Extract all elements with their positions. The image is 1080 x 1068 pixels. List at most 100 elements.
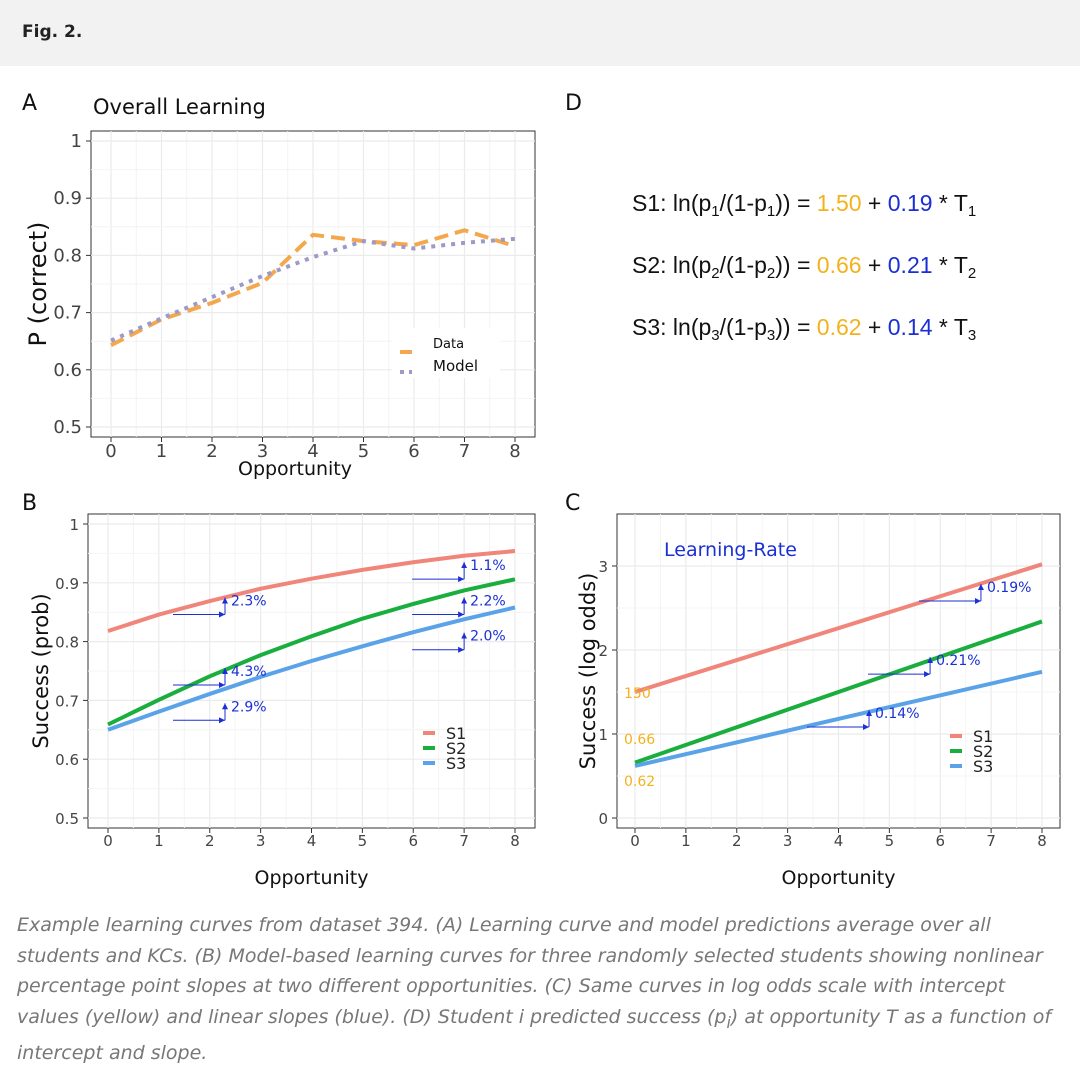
- panel-c-chart: 0 1 2 3 4 5 6 7 8 0 1 2 3 Opportunity Success (log odd…: [576, 513, 1061, 889]
- legend-label-model: Model: [433, 357, 478, 375]
- series-line-s2: [107, 577, 516, 727]
- eq-text: S2: ln(p: [632, 252, 712, 278]
- equation-s1: S1: ln(p1/(1-p1)) = 1.50 + 0.19 * T1: [632, 190, 976, 252]
- x-tick-label: 7: [459, 832, 469, 850]
- slope-label: 2.3%: [231, 593, 267, 609]
- x-tick-label: 6: [408, 832, 418, 850]
- legend-label-s2: S2: [446, 739, 466, 758]
- eq-slope: 0.19: [887, 190, 933, 216]
- x-tick-label: 8: [1037, 832, 1047, 850]
- series-line-s1: [107, 549, 516, 633]
- panel-a-letter: A: [22, 91, 37, 116]
- intercept-label: 150: [624, 686, 651, 702]
- y-tick-label: 0.6: [55, 751, 79, 769]
- x-tick-label: 3: [256, 832, 266, 850]
- figure-canvas: A Overall Learning B C D 0 1 2 3 4 5 6 7 8 0.5 0.6…: [22, 91, 1061, 889]
- eq-text: /(1-p: [719, 190, 767, 216]
- x-tick-label: 4: [307, 832, 317, 850]
- panel-d-equations: S1: ln(p1/(1-p1)) = 1.50 + 0.19 * T1 S2:…: [632, 190, 976, 376]
- x-tick-label: 0: [630, 832, 640, 850]
- x-tick-label: 1: [681, 832, 691, 850]
- eq-sub: 2: [766, 265, 776, 282]
- eq-text: /(1-p: [719, 314, 767, 340]
- y-tick-label: 0.7: [53, 303, 82, 324]
- panel-c-title: Learning-Rate: [664, 539, 797, 561]
- eq-sub: 1: [766, 203, 776, 220]
- series-line-model: [110, 236, 516, 343]
- legend-label-data: Data: [433, 337, 464, 352]
- eq-text: * T: [932, 252, 968, 278]
- y-tick-label: 3: [598, 558, 608, 576]
- eq-intercept: 0.62: [816, 314, 862, 340]
- eq-text: )) =: [775, 314, 817, 340]
- y-tick-label: 1: [598, 726, 608, 744]
- eq-text: +: [861, 314, 888, 340]
- legend-label-s1: S1: [973, 727, 993, 746]
- x-tick-label: 2: [206, 441, 217, 462]
- series-line-s1: [634, 562, 1043, 694]
- series-line-s3: [107, 605, 516, 732]
- panel-a-title: Overall Learning: [93, 95, 266, 119]
- eq-slope: 0.14: [887, 314, 933, 340]
- x-tick-label: 6: [408, 441, 419, 462]
- y-axis-title: Success (log odds): [576, 573, 600, 770]
- y-tick-label: 0.8: [55, 634, 79, 652]
- eq-text: * T: [932, 190, 968, 216]
- eq-text: +: [861, 252, 888, 278]
- y-tick-label: 1: [69, 516, 79, 534]
- slope-label: 4.3%: [231, 664, 267, 680]
- y-tick-label: 0.9: [53, 188, 82, 209]
- eq-intercept: 1.50: [816, 190, 862, 216]
- panel-d-letter: D: [565, 91, 582, 116]
- slope-label: 2.2%: [470, 593, 506, 609]
- panel-a-chart: 0 1 2 3 4 5 6 7 8 0.5 0.6 0.7 0.8 0.9 1 Opportunity P (c…: [24, 130, 536, 480]
- x-tick-label: 5: [358, 441, 369, 462]
- x-tick-label: 6: [935, 832, 945, 850]
- slope-label: 2.9%: [231, 699, 267, 715]
- x-tick-label: 1: [154, 832, 164, 850]
- panel-b-chart: 0 1 2 3 4 5 6 7 8 0.5 0.6 0.7 0.8 0.9 1 Opportunity Succ…: [29, 513, 536, 889]
- series-line-data: [110, 228, 516, 347]
- eq-sub: 3: [766, 327, 776, 344]
- y-tick-label: 0.8: [53, 245, 82, 266]
- y-tick-label: 0.5: [53, 417, 82, 438]
- figure-caption: Example learning curves from dataset 394…: [17, 910, 1067, 1068]
- eq-text: )) =: [775, 190, 817, 216]
- y-tick-label: 0.9: [55, 575, 79, 593]
- y-tick-label: 0.5: [55, 810, 79, 828]
- x-axis-title: Opportunity: [238, 458, 352, 480]
- eq-slope: 0.21: [887, 252, 933, 278]
- figure: A Overall Learning B C D 0 1 2 3 4 5 6 7 8 0.5 0.6…: [0, 66, 1080, 908]
- x-tick-label: 0: [103, 832, 113, 850]
- series-line-s2: [634, 619, 1043, 765]
- eq-sub: 1: [967, 203, 977, 220]
- x-tick-label: 4: [834, 832, 844, 850]
- figure-label: Fig. 2.: [22, 22, 83, 42]
- y-tick-label: 2: [598, 642, 608, 660]
- x-axis-title: Opportunity: [254, 867, 368, 889]
- intercept-label: 0.66: [624, 732, 655, 748]
- caption-text: Example learning curves from dataset 394…: [17, 914, 1043, 1028]
- slope-label: 0.14%: [875, 706, 919, 722]
- y-tick-label: 0.6: [53, 360, 82, 381]
- y-axis-title: Success (prob): [29, 593, 53, 748]
- legend-label-s3: S3: [973, 757, 993, 776]
- x-tick-label: 3: [783, 832, 793, 850]
- slope-label: 0.21%: [936, 653, 980, 669]
- x-tick-label: 2: [732, 832, 742, 850]
- legend-label-s3: S3: [446, 754, 466, 773]
- equation-s3: S3: ln(p3/(1-p3)) = 0.62 + 0.14 * T3: [632, 314, 976, 376]
- eq-text: +: [861, 190, 888, 216]
- y-axis-title: P (correct): [24, 222, 52, 347]
- x-tick-label: 4: [307, 441, 318, 462]
- x-tick-label: 3: [257, 441, 268, 462]
- legend-label-s1: S1: [446, 724, 466, 743]
- eq-sub: 2: [711, 265, 720, 282]
- slope-label: 0.19%: [987, 580, 1031, 596]
- intercept-label: 0.62: [624, 774, 655, 790]
- eq-text: S3: ln(p: [632, 314, 712, 340]
- legend-label-s2: S2: [973, 742, 993, 761]
- eq-text: * T: [932, 314, 968, 340]
- eq-text: /(1-p: [719, 252, 767, 278]
- x-tick-label: 8: [510, 832, 520, 850]
